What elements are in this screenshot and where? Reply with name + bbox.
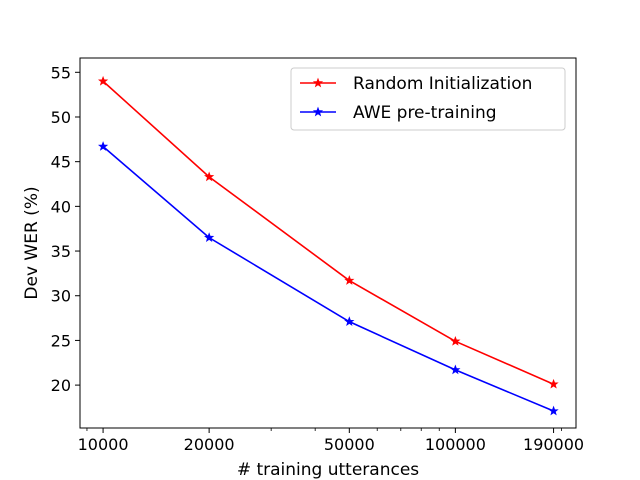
x-tick-label: 20000 [184, 435, 235, 454]
y-tick-label: 55 [51, 63, 71, 82]
legend-label: Random Initialization [353, 74, 532, 94]
x-tick-label: 10000 [78, 435, 129, 454]
legend-label: AWE pre-training [353, 103, 497, 123]
data-point [204, 232, 215, 242]
x-tick-label: 50000 [324, 435, 375, 454]
y-tick-label: 40 [51, 197, 71, 216]
data-point [344, 275, 355, 285]
data-point [97, 141, 109, 151]
y-axis-label: Dev WER (%) [22, 186, 42, 299]
data-point [450, 335, 461, 346]
y-tick-label: 30 [51, 287, 71, 306]
data-point [97, 75, 109, 86]
data-point [450, 364, 461, 375]
data-point [548, 378, 559, 389]
y-tick-label: 35 [51, 242, 71, 261]
series-layer [97, 75, 559, 416]
data-point [204, 171, 215, 182]
y-axis-ticks: 20 25 30 35 40 45 50 55 [51, 63, 80, 395]
x-axis-ticks: 10000 20000 50000 100000 190000 [78, 428, 584, 454]
legend-box [290, 67, 566, 131]
x-tick-label: 190000 [523, 435, 584, 454]
y-tick-label: 20 [51, 376, 71, 395]
y-tick-label: 45 [51, 153, 71, 172]
data-point [548, 405, 559, 416]
data-point [344, 316, 355, 326]
y-tick-label: 25 [51, 331, 71, 350]
y-tick-label: 50 [51, 108, 71, 127]
x-tick-label: 100000 [425, 435, 486, 454]
legend-marker [312, 106, 324, 117]
legend: Random Initialization AWE pre-training [290, 67, 566, 131]
legend-marker [312, 77, 324, 88]
x-axis-label: # training utterances [237, 460, 419, 480]
